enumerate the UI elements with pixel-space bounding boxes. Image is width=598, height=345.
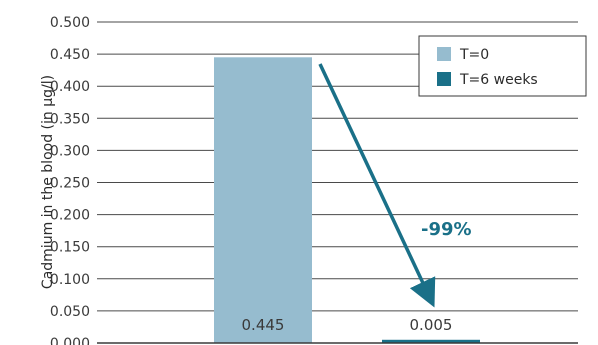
- data-label: 0.005: [410, 316, 453, 334]
- data-label: 0.445: [242, 316, 285, 334]
- bar-t0: [214, 57, 312, 344]
- bar-t6-weeks: [382, 339, 480, 343]
- y-tick-label: 0.100: [50, 272, 90, 288]
- gridlines: [97, 21, 578, 312]
- y-tick-label: 0.000: [50, 336, 90, 345]
- bars: [214, 57, 480, 344]
- y-tick-label: 0.500: [50, 15, 90, 31]
- y-tick-label: 0.250: [50, 176, 90, 192]
- legend-label-t6: T=6 weeks: [459, 72, 538, 88]
- percent-change-annotation: -99%: [421, 219, 472, 240]
- y-tick-label: 0.050: [50, 304, 90, 320]
- y-axis-label: Cadmium in the blood (in µg/l): [40, 75, 56, 289]
- data-labels: 0.445 0.005: [242, 316, 453, 334]
- y-tick-label: 0.300: [50, 143, 90, 159]
- y-tick-label: 0.200: [50, 208, 90, 224]
- legend-swatch-t6: [437, 72, 451, 86]
- legend-label-t0: T=0: [459, 47, 489, 63]
- y-tick-label: 0.150: [50, 240, 90, 256]
- y-tick-label: 0.400: [50, 79, 90, 95]
- y-axis-ticks: 0.000 0.050 0.100 0.150 0.200 0.250 0.300 0.350…: [50, 15, 90, 345]
- y-tick-label: 0.450: [50, 47, 90, 63]
- decrease-arrow: [318, 63, 436, 308]
- legend-swatch-t0: [437, 47, 451, 61]
- y-tick-label: 0.350: [50, 111, 90, 127]
- legend: T=0 T=6 weeks: [418, 35, 587, 97]
